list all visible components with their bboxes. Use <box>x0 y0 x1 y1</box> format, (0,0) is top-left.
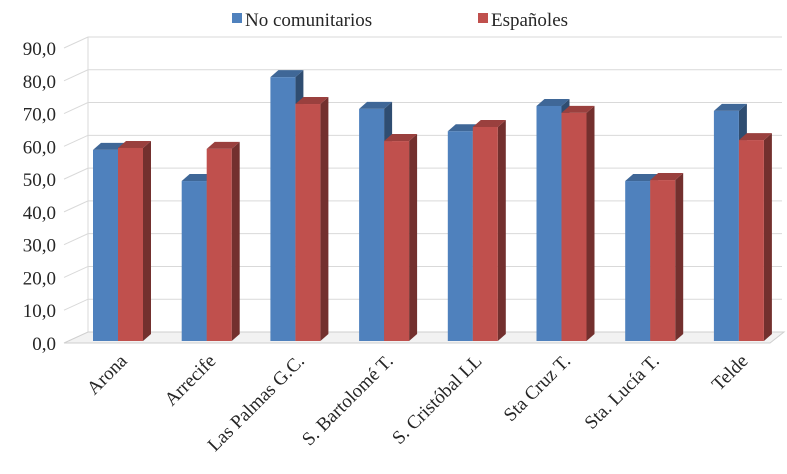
bar-espanoles-sta-cruz-t <box>561 105 595 341</box>
legend-label-espanoles: Españoles <box>491 10 568 31</box>
bar-side-face <box>763 133 772 341</box>
chart-floor <box>63 331 786 344</box>
bar-side-face <box>409 134 418 341</box>
x-tick-label: S. Bartolomé T. <box>298 351 397 450</box>
bar-espanoles-s-cristobal-ll <box>472 119 506 341</box>
bar-top-face <box>295 97 329 105</box>
bar-side-face <box>497 119 506 341</box>
x-tick-label: Arrecife <box>161 351 221 411</box>
bar-front-face <box>270 77 296 341</box>
bar-espanoles-telde <box>738 133 772 341</box>
bar-espanoles-las-palmas-g-c <box>295 97 329 342</box>
y-tick-label: 60,0 <box>23 137 56 158</box>
bar-top-face <box>713 103 747 111</box>
legend-item-no-comunitarios: No comunitarios <box>232 10 372 31</box>
bar-top-face <box>384 134 418 142</box>
y-axis: 0,0 10,0 20,0 30,0 40,0 50,0 60,0 70,0 80,0 90,0 <box>23 39 56 355</box>
legend-swatch-no-comunitarios <box>232 13 242 23</box>
y-tick-label: 40,0 <box>23 203 56 224</box>
bar-front-face <box>472 126 498 341</box>
y-tick-label: 80,0 <box>23 72 56 93</box>
y-tick-label: 10,0 <box>23 301 56 322</box>
bar-side-face <box>586 105 595 341</box>
y-tick-label: 50,0 <box>23 170 56 191</box>
bar-front-face <box>206 148 232 341</box>
bar-front-face <box>561 112 587 341</box>
bar-top-face <box>181 174 215 182</box>
y-tick-label: 30,0 <box>23 236 56 257</box>
bar-top-face <box>359 101 393 109</box>
bar-front-face <box>738 140 764 341</box>
bar-espanoles-sta-lucia-t <box>650 173 684 341</box>
y-tick-label: 70,0 <box>23 105 56 126</box>
gridline <box>63 134 782 147</box>
bar-top-face <box>270 70 304 78</box>
bar-front-face <box>650 180 676 341</box>
x-tick-label: Arona <box>83 350 132 399</box>
x-tick-label: Sta. Lucía T. <box>581 351 664 434</box>
bar-top-face <box>472 119 506 127</box>
bar-front-face <box>625 181 651 341</box>
bar-top-face <box>738 133 772 141</box>
y-tick-label: 0,0 <box>32 334 56 355</box>
y-tick-label: 90,0 <box>23 39 56 60</box>
bar-top-face <box>561 105 595 113</box>
x-tick-label: Las Palmas G.C. <box>204 351 309 456</box>
gridline <box>63 102 782 115</box>
bar-top-face <box>206 141 240 149</box>
bar-side-face <box>675 173 684 341</box>
gridline <box>63 36 782 49</box>
bar-front-face <box>713 110 739 342</box>
legend: No comunitarios Españoles <box>232 10 568 31</box>
bar-espanoles-arona <box>118 140 151 341</box>
x-tick-label: S. Cristóbal LL <box>388 351 486 449</box>
bar-top-face <box>625 174 659 182</box>
bar-front-face <box>359 108 385 341</box>
bar-side-face <box>320 97 329 342</box>
bar-top-face <box>536 98 570 106</box>
bar-top-face <box>650 173 684 181</box>
legend-swatch-espanoles <box>478 13 488 23</box>
bar-side-face <box>231 141 240 341</box>
bar-front-face <box>384 141 410 341</box>
bar-front-face <box>295 104 321 342</box>
legend-item-espanoles: Españoles <box>478 10 568 31</box>
bar-top-face <box>93 142 126 150</box>
gridline <box>63 69 782 82</box>
bar-series <box>93 70 772 342</box>
bar-front-face <box>93 149 118 341</box>
bar-espanoles-arrecife <box>206 141 240 341</box>
bar-top-face <box>447 124 481 132</box>
bar-front-face <box>118 147 143 341</box>
x-tick-label: Sta Cruz T. <box>500 351 575 426</box>
bar-espanoles-s-bartolome-t <box>384 134 418 341</box>
y-tick-label: 20,0 <box>23 268 56 289</box>
bar-front-face <box>181 181 207 341</box>
bar-front-face <box>536 105 562 341</box>
bar-top-face <box>118 140 151 148</box>
bar-front-face <box>447 131 473 341</box>
legend-label-no-comunitarios: No comunitarios <box>245 10 372 31</box>
bar-side-face <box>143 140 151 341</box>
x-tick-label: Telde <box>708 351 753 396</box>
